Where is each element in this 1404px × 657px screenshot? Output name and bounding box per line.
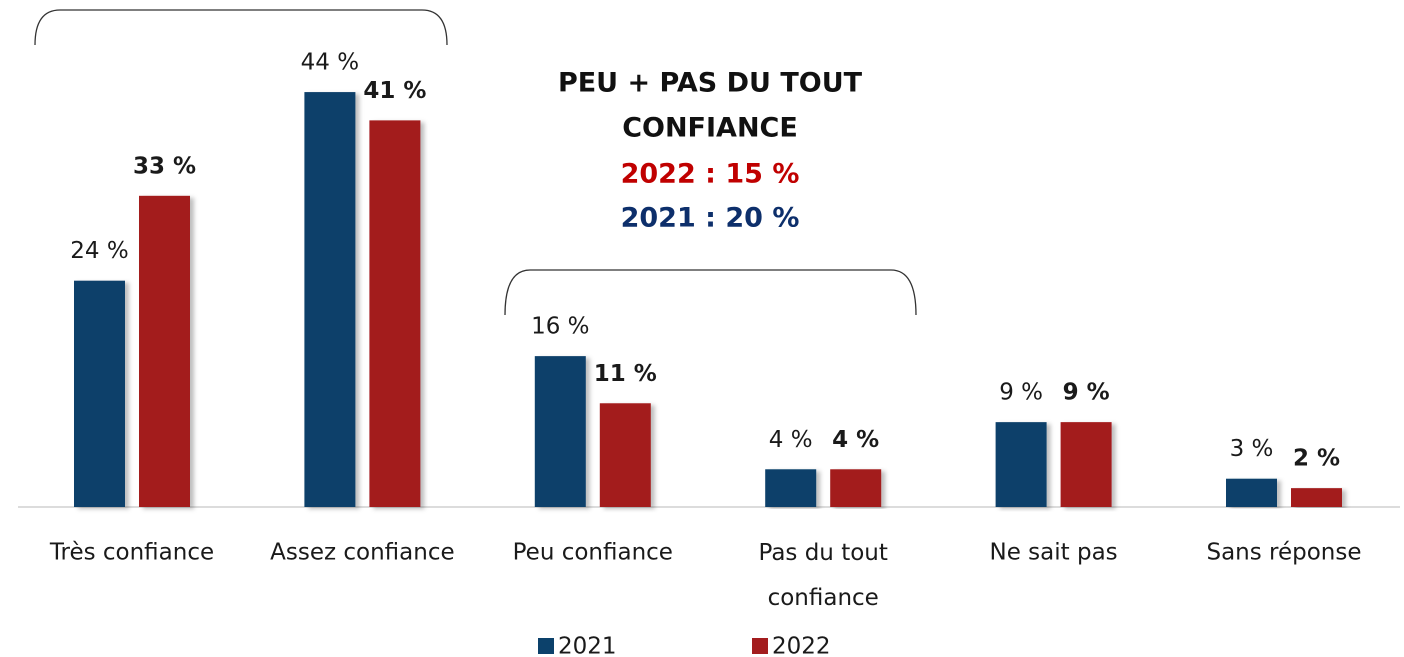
data-label: 4 % xyxy=(769,427,813,453)
x-tick-label: Pas du tout confiance xyxy=(758,540,887,611)
legend-swatch xyxy=(752,638,768,654)
data-label: 33 % xyxy=(133,153,196,179)
bar xyxy=(534,356,586,507)
x-tick-label: Très confiance xyxy=(49,540,214,566)
data-label: 16 % xyxy=(531,314,589,340)
annotation: PEU + PAS DU TOUT xyxy=(558,68,863,99)
bar xyxy=(74,280,125,507)
legend-label: 2021 xyxy=(558,634,617,657)
x-tick-label-line: confiance xyxy=(768,585,879,611)
data-label: 9 % xyxy=(999,380,1043,406)
annotation: 2021 : 20 % xyxy=(621,203,800,234)
data-label: 4 % xyxy=(832,427,879,453)
bracket xyxy=(34,9,448,46)
data-label: 11 % xyxy=(594,361,657,387)
bar xyxy=(1291,488,1342,507)
x-tick-label: Sans réponse xyxy=(1206,540,1361,566)
bar xyxy=(369,120,421,508)
data-label: 2 % xyxy=(1293,446,1340,472)
bar xyxy=(830,469,882,507)
data-label: 3 % xyxy=(1230,436,1274,462)
legend-swatch xyxy=(538,638,554,654)
data-label: 9 % xyxy=(1063,380,1110,406)
bar xyxy=(599,403,651,507)
x-tick-label: Peu confiance xyxy=(513,540,673,566)
x-tick-label-line: Pas du tout xyxy=(758,540,887,566)
annotation: CONFIANCE xyxy=(622,113,798,144)
bar xyxy=(139,195,190,507)
data-label: 41 % xyxy=(363,78,426,104)
bar xyxy=(304,92,356,507)
bar xyxy=(1226,478,1277,507)
legend-label: 2022 xyxy=(772,634,831,657)
data-label: 44 % xyxy=(301,50,359,76)
x-tick-label: Assez confiance xyxy=(270,540,454,566)
bar xyxy=(765,469,817,507)
bracket xyxy=(504,269,917,316)
data-label: 24 % xyxy=(70,238,128,264)
annotation: 2022 : 15 % xyxy=(621,159,800,190)
bar xyxy=(995,422,1047,507)
bar xyxy=(1060,422,1112,507)
x-tick-label: Ne sait pas xyxy=(990,540,1118,566)
